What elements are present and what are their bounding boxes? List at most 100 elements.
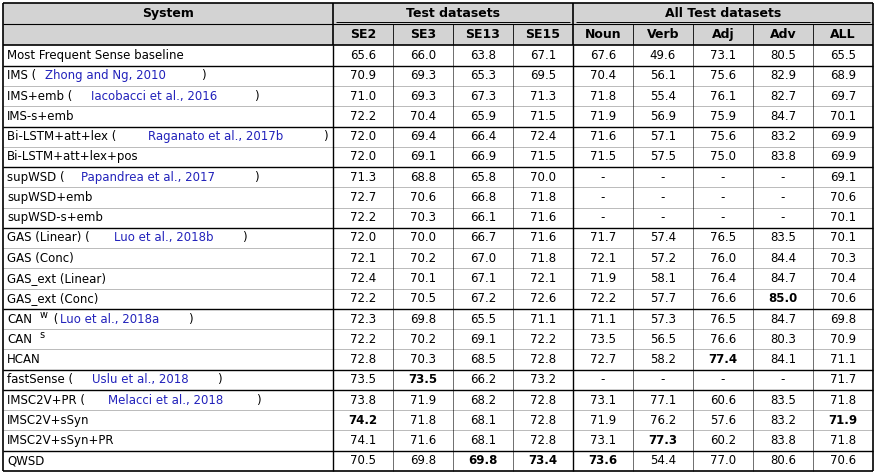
Text: 72.8: 72.8 <box>530 353 556 366</box>
Text: GAS_ext (Linear): GAS_ext (Linear) <box>7 272 106 285</box>
Text: 71.8: 71.8 <box>410 414 436 427</box>
Text: 72.8: 72.8 <box>530 414 556 427</box>
Text: SE15: SE15 <box>526 28 561 41</box>
Text: 73.1: 73.1 <box>590 393 616 407</box>
Text: 70.9: 70.9 <box>830 333 856 346</box>
Text: 68.8: 68.8 <box>410 171 436 183</box>
Text: 71.9: 71.9 <box>829 414 858 427</box>
Text: 84.7: 84.7 <box>770 110 796 123</box>
Text: 66.8: 66.8 <box>470 191 496 204</box>
Text: -: - <box>661 191 665 204</box>
Text: 70.3: 70.3 <box>410 353 436 366</box>
Text: 58.1: 58.1 <box>650 272 676 285</box>
Text: 71.8: 71.8 <box>530 191 556 204</box>
Text: 76.5: 76.5 <box>710 312 736 326</box>
Text: 77.1: 77.1 <box>650 393 676 407</box>
Text: 76.4: 76.4 <box>710 272 736 285</box>
Text: Luo et al., 2018b: Luo et al., 2018b <box>114 231 213 245</box>
Text: 70.1: 70.1 <box>830 231 856 245</box>
Text: ): ) <box>188 312 193 326</box>
Text: -: - <box>601 191 605 204</box>
Text: -: - <box>781 374 785 386</box>
Text: 76.2: 76.2 <box>650 414 676 427</box>
Text: 65.9: 65.9 <box>470 110 496 123</box>
Text: 71.8: 71.8 <box>830 434 856 447</box>
Text: 69.3: 69.3 <box>410 90 436 102</box>
Text: 69.8: 69.8 <box>469 455 498 467</box>
Text: 82.9: 82.9 <box>770 69 796 82</box>
Text: 72.1: 72.1 <box>530 272 556 285</box>
Text: 70.1: 70.1 <box>830 211 856 224</box>
Text: SE2: SE2 <box>350 28 376 41</box>
Text: 70.2: 70.2 <box>410 333 436 346</box>
Text: 69.1: 69.1 <box>830 171 856 183</box>
Text: 58.2: 58.2 <box>650 353 676 366</box>
Text: 66.9: 66.9 <box>470 150 496 164</box>
Text: 71.3: 71.3 <box>350 171 376 183</box>
Text: 70.6: 70.6 <box>410 191 436 204</box>
Text: supWSD-s+emb: supWSD-s+emb <box>7 211 102 224</box>
Text: 72.1: 72.1 <box>590 252 616 264</box>
Text: 66.1: 66.1 <box>470 211 496 224</box>
Text: -: - <box>661 374 665 386</box>
Text: 71.6: 71.6 <box>410 434 436 447</box>
Text: Uslu et al., 2018: Uslu et al., 2018 <box>92 374 189 386</box>
Bar <box>3 24 873 46</box>
Text: Verb: Verb <box>646 28 679 41</box>
Text: (: ( <box>50 312 58 326</box>
Text: 56.1: 56.1 <box>650 69 676 82</box>
Text: 72.0: 72.0 <box>350 150 376 164</box>
Text: Luo et al., 2018a: Luo et al., 2018a <box>60 312 159 326</box>
Text: 67.2: 67.2 <box>470 292 496 305</box>
Text: 72.2: 72.2 <box>350 292 376 305</box>
Text: Most Frequent Sense baseline: Most Frequent Sense baseline <box>7 49 184 62</box>
Text: 84.7: 84.7 <box>770 272 796 285</box>
Text: 69.8: 69.8 <box>410 312 436 326</box>
Text: 67.6: 67.6 <box>590 49 616 62</box>
Text: 57.1: 57.1 <box>650 130 676 143</box>
Text: 65.5: 65.5 <box>830 49 856 62</box>
Text: 70.1: 70.1 <box>830 110 856 123</box>
Text: 69.4: 69.4 <box>410 130 436 143</box>
Text: 69.7: 69.7 <box>830 90 856 102</box>
Text: 77.3: 77.3 <box>648 434 677 447</box>
Text: 83.8: 83.8 <box>770 434 796 447</box>
Text: 80.3: 80.3 <box>770 333 796 346</box>
Text: IMSC2V+sSyn+PR: IMSC2V+sSyn+PR <box>7 434 115 447</box>
Text: 66.0: 66.0 <box>410 49 436 62</box>
Text: -: - <box>781 191 785 204</box>
Text: ): ) <box>217 374 222 386</box>
Text: 71.8: 71.8 <box>830 393 856 407</box>
Text: 70.4: 70.4 <box>830 272 856 285</box>
Text: 71.9: 71.9 <box>590 414 616 427</box>
Text: 77.0: 77.0 <box>710 455 736 467</box>
Text: -: - <box>601 374 605 386</box>
Text: 70.5: 70.5 <box>410 292 436 305</box>
Text: 69.1: 69.1 <box>410 150 436 164</box>
Text: -: - <box>781 171 785 183</box>
Text: 76.6: 76.6 <box>710 292 736 305</box>
Text: 83.2: 83.2 <box>770 130 796 143</box>
Text: ): ) <box>242 231 247 245</box>
Text: Raganato et al., 2017b: Raganato et al., 2017b <box>148 130 283 143</box>
Text: 65.3: 65.3 <box>470 69 496 82</box>
Text: 57.2: 57.2 <box>650 252 676 264</box>
Text: 75.6: 75.6 <box>710 130 736 143</box>
Text: 72.6: 72.6 <box>530 292 556 305</box>
Text: 72.7: 72.7 <box>590 353 616 366</box>
Text: 71.0: 71.0 <box>350 90 376 102</box>
Text: 71.1: 71.1 <box>590 312 616 326</box>
Text: 76.6: 76.6 <box>710 333 736 346</box>
Text: 84.1: 84.1 <box>770 353 796 366</box>
Text: 72.1: 72.1 <box>350 252 376 264</box>
Text: GAS (Conc): GAS (Conc) <box>7 252 74 264</box>
Text: 73.1: 73.1 <box>590 434 616 447</box>
Text: w: w <box>39 310 47 319</box>
Text: -: - <box>601 211 605 224</box>
Text: GAS_ext (Conc): GAS_ext (Conc) <box>7 292 98 305</box>
Text: 71.6: 71.6 <box>590 130 616 143</box>
Text: -: - <box>721 191 725 204</box>
Text: -: - <box>721 171 725 183</box>
Text: CAN: CAN <box>7 333 32 346</box>
Text: 70.3: 70.3 <box>410 211 436 224</box>
